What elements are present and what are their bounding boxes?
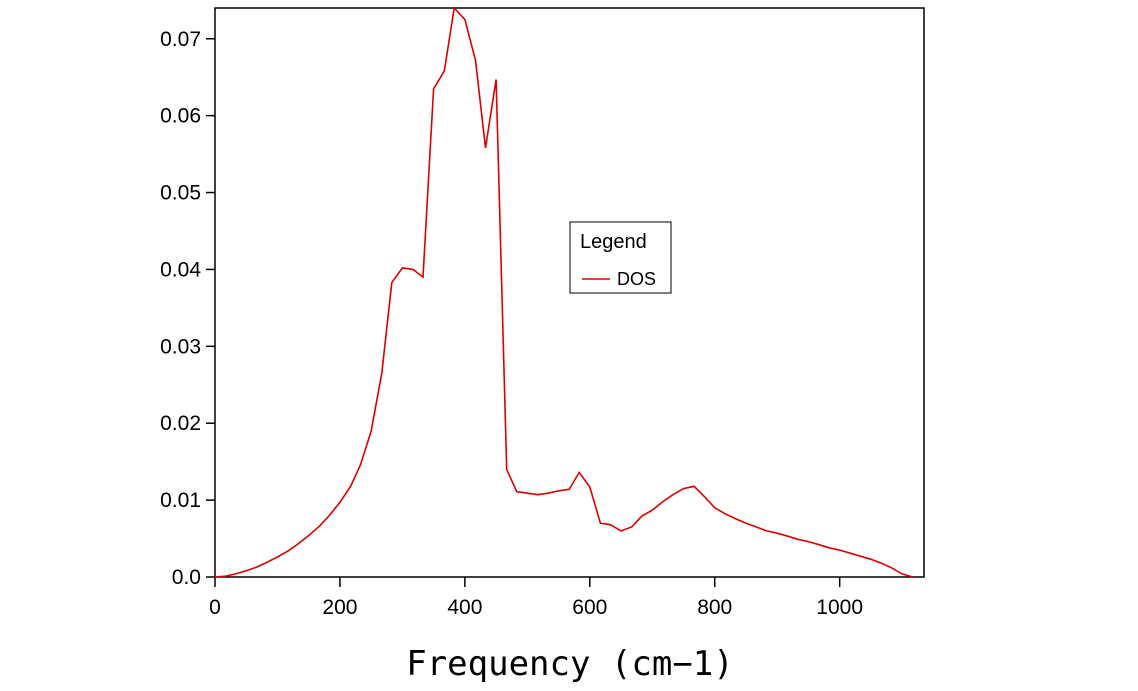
legend-entry-dos: DOS: [617, 269, 656, 289]
x-axis: 0 200 400 600 800 1000: [209, 577, 863, 619]
dos-series-line: [214, 6, 914, 578]
y-tick-label: 0.01: [160, 489, 201, 512]
y-tick-label: 0.05: [160, 182, 201, 205]
y-axis: 0.0 0.01 0.02 0.03 0.04 0.05 0.06 0.07: [160, 28, 215, 589]
legend-title: Legend: [580, 231, 647, 253]
legend-box: [569, 221, 672, 294]
y-tick-label: 0.04: [160, 258, 201, 281]
y-tick-label: 0.07: [160, 28, 201, 51]
y-tick-label: 0.03: [160, 335, 201, 358]
y-tick-label: 0.06: [160, 105, 201, 128]
x-tick-label: 400: [447, 596, 482, 619]
y-tick-label: 0.02: [160, 412, 201, 435]
x-tick-label: 1000: [816, 596, 863, 619]
x-tick-label: 800: [697, 596, 732, 619]
plot-frame: [214, 7, 925, 578]
x-tick-label: 0: [209, 596, 221, 619]
y-tick-label: 0.0: [172, 566, 201, 589]
x-tick-label: 600: [572, 596, 607, 619]
x-axis-label: Frequency (cm−1): [406, 644, 734, 684]
x-tick-label: 200: [322, 596, 357, 619]
legend: Legend DOS: [569, 221, 672, 294]
